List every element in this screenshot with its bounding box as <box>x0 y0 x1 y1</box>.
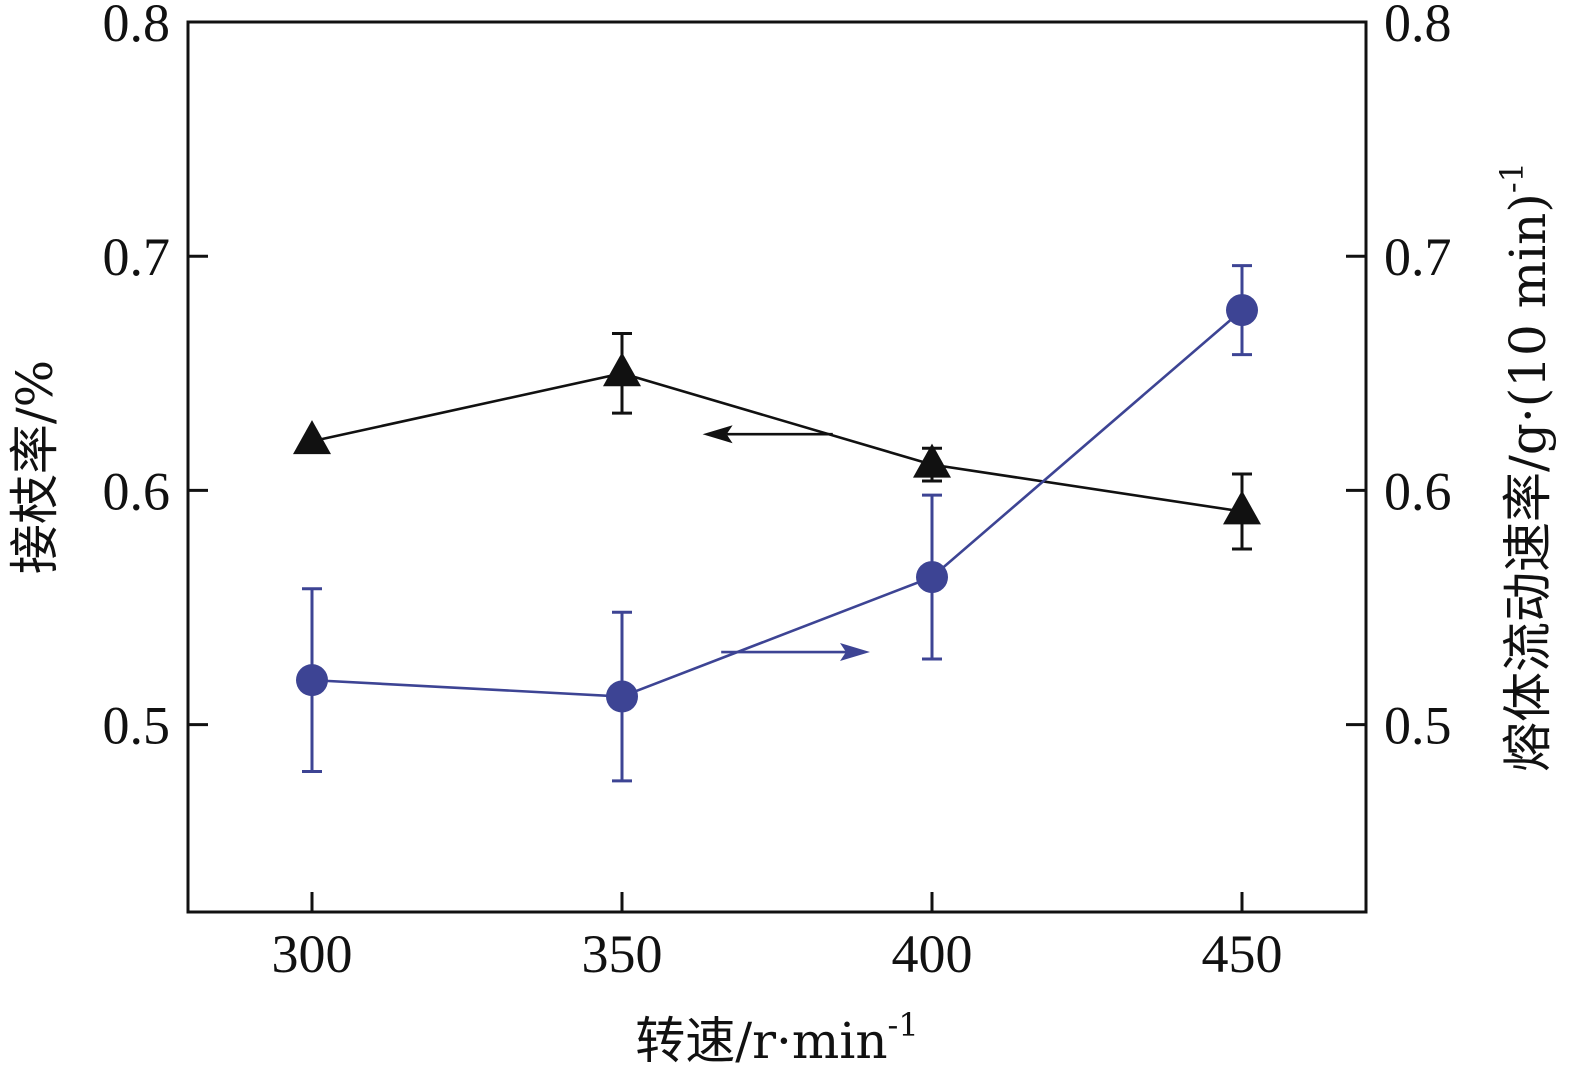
x-axis-title-sup: -1 <box>888 1006 919 1044</box>
y-left-tick-label-2: 0.7 <box>103 227 171 287</box>
series-0-point-1 <box>603 352 641 387</box>
series-1-point-3 <box>1226 294 1258 327</box>
series-1-point-2 <box>916 561 948 594</box>
x-tick-label-1: 350 <box>582 924 663 984</box>
series-layer <box>293 264 1261 783</box>
plot-frame <box>186 20 1368 914</box>
y-right-tick-label-3: 0.8 <box>1384 0 1452 53</box>
y-right-axis-title-text: 熔体流动速率/g·(10 min) <box>1499 193 1557 772</box>
y-right-axis-title-sup: -1 <box>1493 162 1531 193</box>
ticks-layer: 300 350 400 450 0.5 0.6 0.7 0.8 0.5 0.6 0.7 0.8 <box>103 0 1452 984</box>
series-0-point-3 <box>1223 490 1261 525</box>
series-1-point-0 <box>296 664 328 697</box>
y-left-axis-title: 接枝率/% <box>6 360 64 574</box>
y-right-tick-label-0: 0.5 <box>1384 696 1452 756</box>
y-left-tick-label-3: 0.8 <box>103 0 171 53</box>
x-tick-label-0: 300 <box>272 924 353 984</box>
series-0-line <box>311 371 1243 513</box>
series-1-line <box>311 309 1243 698</box>
x-tick-label-3: 450 <box>1202 924 1283 984</box>
y-right-tick-label-1: 0.6 <box>1384 461 1452 521</box>
x-axis-title-text: 转速/r·min <box>635 1012 887 1070</box>
arrow-0-head <box>702 425 733 444</box>
x-tick-label-2: 400 <box>892 924 973 984</box>
y-right-axis-title: 熔体流动速率/g·(10 min)-1 <box>1493 162 1557 772</box>
series-1-point-1 <box>606 680 638 713</box>
x-axis-title: 转速/r·min-1 <box>635 1006 918 1070</box>
y-left-tick-label-0: 0.5 <box>103 696 171 756</box>
series-0-point-2 <box>913 443 951 478</box>
annotation-layer <box>702 425 870 662</box>
series-0-point-0 <box>293 420 331 455</box>
y-right-tick-label-2: 0.7 <box>1384 227 1452 287</box>
arrow-1-head <box>840 643 870 662</box>
y-left-tick-label-1: 0.6 <box>103 461 171 521</box>
